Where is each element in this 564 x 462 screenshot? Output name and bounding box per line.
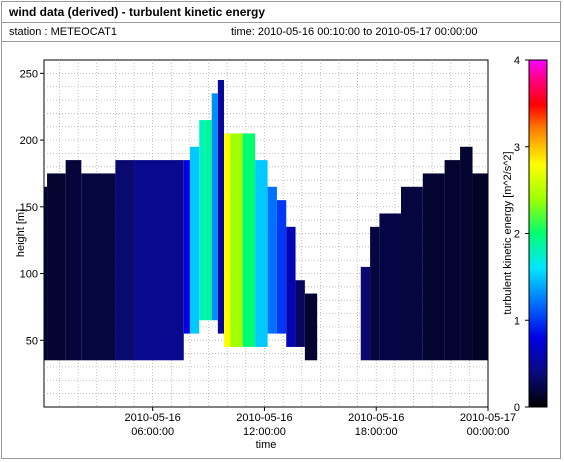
colorbar-tick-label: 0 xyxy=(514,402,520,414)
heatmap-cell xyxy=(224,133,231,347)
heatmap-cell xyxy=(304,293,318,361)
station-label: station : METEOCAT1 xyxy=(9,26,117,38)
heatmap-cell xyxy=(65,160,82,361)
heatmap-cell xyxy=(134,160,184,361)
chart-title: wind data (derived) - turbulent kinetic … xyxy=(9,5,266,19)
colorbar-tick-label: 1 xyxy=(514,315,520,327)
heatmap-cell xyxy=(242,133,256,347)
y-tick-label: 250 xyxy=(20,68,38,80)
heatmap-cell xyxy=(444,160,461,361)
colorbar-tick-label: 4 xyxy=(514,55,520,67)
x-axis-label: time xyxy=(256,439,277,451)
colorbar-ticks: 0 1 2 3 4 xyxy=(514,55,529,414)
info-bar: station : METEOCAT1 time: 2010-05-16 00:… xyxy=(2,23,560,42)
y-axis-label: height [m] xyxy=(15,209,27,257)
heatmap-cell xyxy=(199,120,206,321)
heatmap-cell xyxy=(276,200,287,334)
heatmap-cell xyxy=(44,186,48,361)
x-tick-label-time: 18:00:00 xyxy=(355,426,398,438)
heatmap-cell xyxy=(189,146,200,334)
heatmap-cell xyxy=(286,226,296,347)
time-range-label: time: 2010-05-16 00:10:00 to 2010-05-17 … xyxy=(231,26,478,38)
x-tick-label-time: 12:00:00 xyxy=(243,426,286,438)
heatmap-cell xyxy=(267,186,277,334)
heatmap-cell xyxy=(230,133,243,347)
heatmap-cell xyxy=(472,173,488,361)
x-tick-label-time: 06:00:00 xyxy=(131,426,174,438)
heatmap-cell xyxy=(255,160,268,347)
heatmap-cell xyxy=(115,160,135,361)
heatmap-cell xyxy=(81,173,116,361)
heatmap-cell xyxy=(422,173,445,361)
x-tick-label-date: 2010-05-16 xyxy=(125,412,181,424)
y-tick-label: 200 xyxy=(20,135,38,147)
x-tick-label-date: 2010-05-16 xyxy=(236,412,292,424)
x-tick-label-date: 2010-05-17 xyxy=(460,412,516,424)
colorbar-label: turbulent kinetic energy [m^2/s^2] xyxy=(502,151,514,314)
heatmap-cell xyxy=(295,280,305,347)
heatmap-cell xyxy=(379,213,402,361)
heatmap-cell xyxy=(401,186,423,361)
heatmap-cell xyxy=(360,266,371,361)
heatmap-cell xyxy=(370,226,380,361)
heatmap-cell xyxy=(217,80,225,334)
y-tick-label: 50 xyxy=(26,335,38,347)
heatmap-cell xyxy=(205,120,212,321)
heatmap-cell xyxy=(183,160,190,334)
heatmap-cell xyxy=(47,173,66,361)
y-tick-label: 150 xyxy=(20,202,38,214)
title-bar: wind data (derived) - turbulent kinetic … xyxy=(2,2,560,23)
x-tick-label-time: 00:00:00 xyxy=(467,426,510,438)
y-tick-label: 100 xyxy=(20,269,38,281)
y-axis-ticks: 50 100 150 200 250 xyxy=(20,68,44,347)
heatmap-cell xyxy=(460,146,473,361)
heatmap-cell xyxy=(211,93,218,321)
x-tick-label-date: 2010-05-16 xyxy=(348,412,404,424)
colorbar-tick-label: 2 xyxy=(514,229,520,241)
x-axis-ticks: 2010-05-16 06:00:00 2010-05-16 12:00:00 2010… xyxy=(125,407,516,438)
heatmap-cells xyxy=(44,80,488,361)
colorbar xyxy=(528,59,548,408)
colorbar-tick-label: 3 xyxy=(514,142,520,154)
